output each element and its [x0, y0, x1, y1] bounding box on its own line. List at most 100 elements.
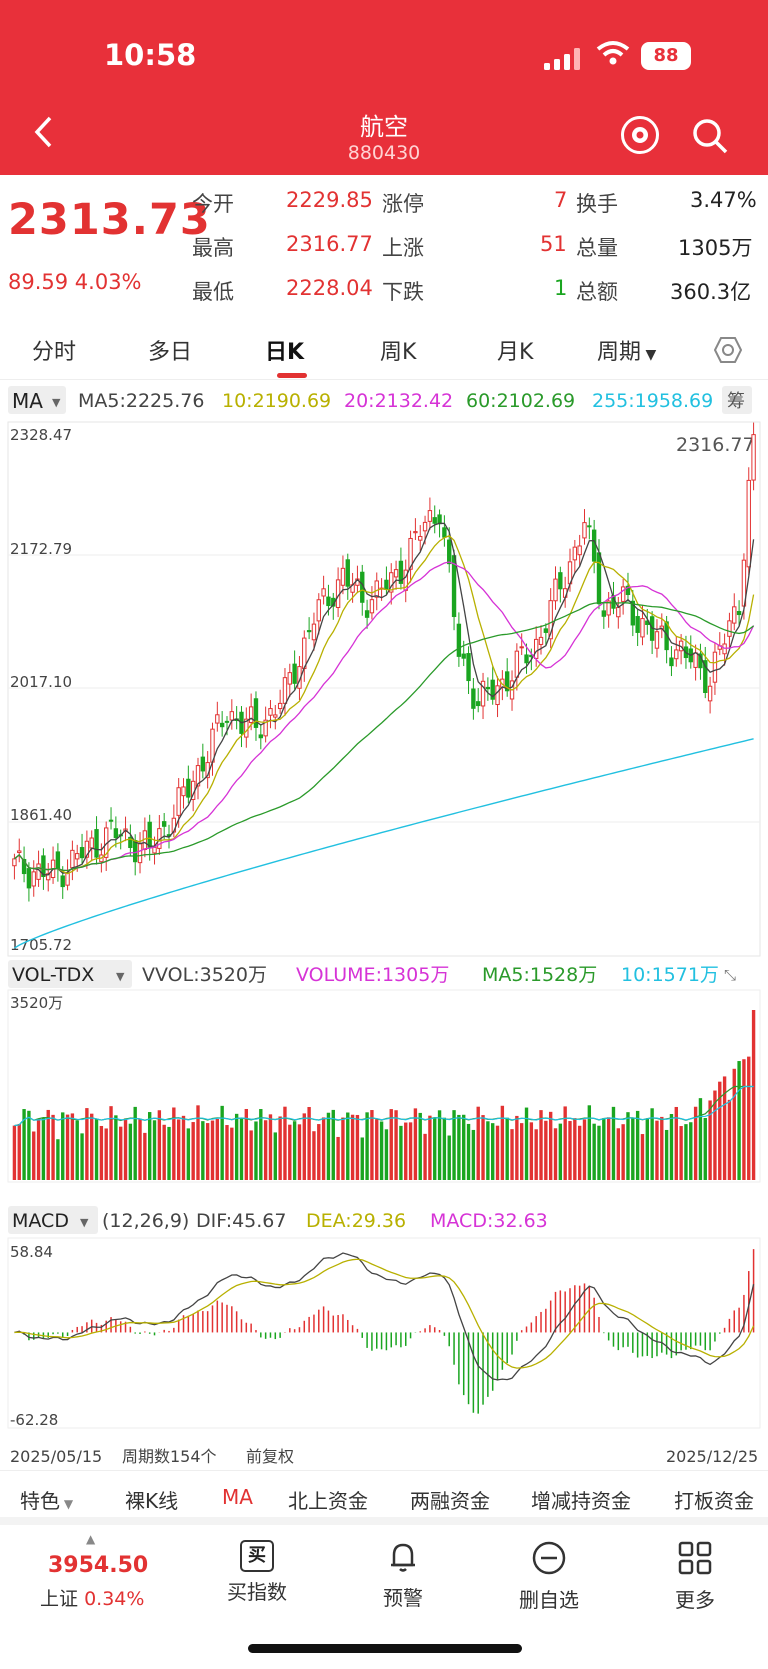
- volume-bar: [389, 1109, 393, 1180]
- tab-weekly-k[interactable]: 周K: [380, 340, 417, 365]
- volume-bar: [210, 1120, 215, 1180]
- volume-bar: [162, 1124, 166, 1180]
- candle: [345, 559, 350, 587]
- more-label: 更多: [675, 1588, 715, 1612]
- volume-bar: [326, 1112, 331, 1180]
- volume-bar: [22, 1109, 26, 1180]
- tab-northbound[interactable]: 北上资金: [288, 1489, 368, 1513]
- candle: [26, 868, 32, 889]
- index-info[interactable]: 上证 0.34%: [40, 1584, 144, 1611]
- tab-featured[interactable]: 特色 ▼: [20, 1485, 73, 1514]
- mascot-icon[interactable]: [621, 116, 659, 154]
- volume-bar: [70, 1113, 75, 1180]
- wifi-icon: [596, 40, 630, 73]
- volume-bar: [312, 1131, 316, 1180]
- index-change: 0.34%: [84, 1588, 145, 1610]
- macd-tick-label: -62.28: [10, 1411, 58, 1429]
- back-button[interactable]: [34, 116, 54, 153]
- volume-bar: [491, 1123, 495, 1180]
- volume-bar: [138, 1119, 142, 1180]
- volume-bar: [196, 1105, 200, 1180]
- volume-legend: VOLUME:1305万: [296, 964, 449, 986]
- index-value[interactable]: 3954.50: [48, 1553, 149, 1578]
- volume-bar: [292, 1121, 297, 1180]
- candle: [219, 722, 225, 728]
- candle: [669, 657, 674, 667]
- candle: [393, 569, 399, 578]
- tab-holdings-change[interactable]: 增减持资金: [531, 1489, 631, 1513]
- chevron-down-icon: ▼: [116, 970, 125, 983]
- volume-bar: [346, 1112, 350, 1180]
- more-button[interactable]: 更多: [650, 1540, 740, 1613]
- candle: [461, 653, 466, 659]
- volume-bar: [46, 1109, 50, 1180]
- chip-distribution-button[interactable]: [722, 386, 752, 414]
- falling-value: 1: [554, 276, 568, 300]
- volume-bar: [259, 1109, 263, 1180]
- minus-circle-icon: [532, 1541, 566, 1575]
- alert-button[interactable]: 预警: [358, 1540, 448, 1611]
- candle: [447, 539, 452, 565]
- tab-ma[interactable]: MA: [222, 1485, 253, 1509]
- volume-bar: [447, 1135, 451, 1180]
- macd-params: (12,26,9): [102, 1210, 189, 1232]
- alert-label: 预警: [383, 1586, 423, 1610]
- period-tabs: 分时 多日 日K 周K 月K 周期 ▼: [0, 320, 768, 380]
- volume-bar: [201, 1121, 205, 1180]
- falling-label: 下跌: [382, 280, 424, 304]
- tab-period[interactable]: 周期 ▼: [597, 334, 656, 366]
- settings-icon[interactable]: [714, 336, 742, 364]
- candle: [369, 599, 375, 614]
- candle: [582, 522, 587, 539]
- candle: [596, 552, 602, 605]
- candle: [311, 623, 317, 641]
- tab-multi-day[interactable]: 多日: [148, 340, 193, 365]
- low-value: 2228.04: [286, 276, 373, 300]
- candle: [746, 479, 751, 568]
- candle: [476, 701, 481, 707]
- kline-chart[interactable]: MA ▼ MA5:2225.76 10:2190.69 20:2132.42 6…: [0, 380, 768, 1470]
- candle: [654, 631, 660, 649]
- tab-daily-k[interactable]: 日K: [265, 334, 308, 378]
- tab-intraday[interactable]: 分时: [32, 340, 77, 365]
- candle: [591, 529, 597, 562]
- candle: [195, 765, 201, 787]
- tab-margin[interactable]: 两融资金: [410, 1489, 490, 1513]
- high-value: 2316.77: [286, 232, 373, 256]
- chevron-down-icon: ▼: [52, 396, 61, 409]
- tab-limit-board[interactable]: 打板资金: [674, 1489, 754, 1513]
- candle: [533, 638, 539, 659]
- vol-indicator-selector[interactable]: [8, 960, 132, 988]
- volume-bar: [669, 1114, 674, 1180]
- volume-bar: [732, 1068, 736, 1180]
- buy-index-button[interactable]: 买 买指数: [212, 1540, 302, 1605]
- volume-bar: [408, 1122, 413, 1180]
- macd-indicator-selector[interactable]: [8, 1206, 98, 1234]
- volume-bar: [32, 1131, 36, 1180]
- volume-bar: [611, 1106, 616, 1180]
- volume-bar: [288, 1124, 292, 1180]
- remove-watchlist-button[interactable]: 删自选: [504, 1540, 594, 1613]
- volume-bar: [157, 1110, 162, 1180]
- tab-monthly-k[interactable]: 月K: [497, 340, 534, 365]
- candle: [480, 680, 486, 707]
- candle: [524, 654, 529, 664]
- end-date: 2025/12/25: [666, 1447, 758, 1466]
- volume-bar: [515, 1115, 519, 1180]
- y-tick-label: 1705.72: [10, 936, 72, 954]
- volume-bar: [689, 1122, 693, 1180]
- volume-bar: [225, 1125, 229, 1180]
- volume-bar: [80, 1133, 84, 1180]
- candle: [558, 572, 563, 590]
- volume-bar: [660, 1116, 664, 1180]
- expand-icon[interactable]: ⤡: [724, 966, 736, 984]
- candle: [364, 610, 370, 618]
- candle: [616, 606, 621, 618]
- search-icon[interactable]: [692, 118, 728, 154]
- ma-indicator-selector[interactable]: [8, 386, 66, 414]
- tab-naked-k[interactable]: 裸K线: [125, 1489, 179, 1513]
- volume-bar: [85, 1108, 89, 1180]
- chip-distribution-label: 筹: [727, 391, 745, 412]
- last-price: 2313.73: [8, 195, 211, 245]
- volume-bar: [708, 1100, 712, 1180]
